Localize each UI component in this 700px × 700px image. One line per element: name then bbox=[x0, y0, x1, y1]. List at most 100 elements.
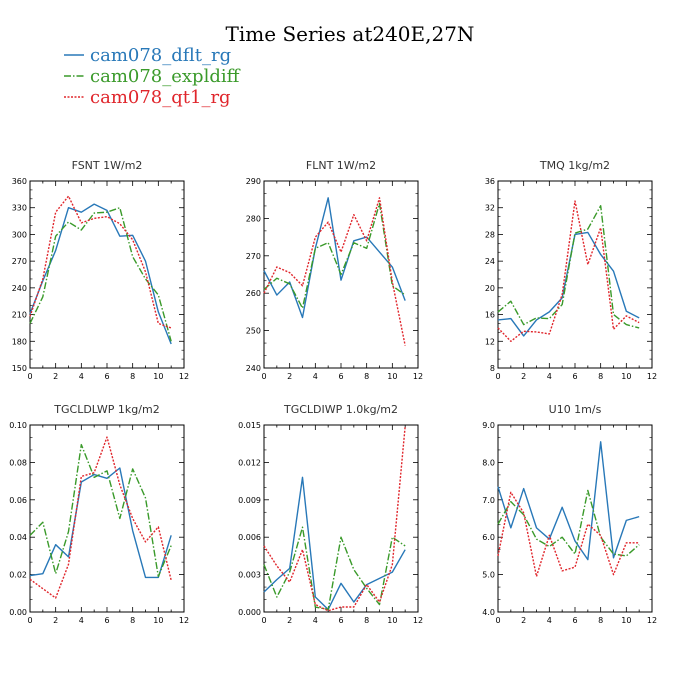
x-tick-label: 2 bbox=[521, 616, 526, 625]
y-tick-label: 260 bbox=[246, 289, 261, 298]
x-tick-label: 2 bbox=[521, 372, 526, 381]
x-tick-label: 4 bbox=[547, 616, 552, 625]
x-tick-label: 4 bbox=[79, 616, 84, 625]
series-line-cam078_qt1_rg bbox=[263, 197, 406, 346]
y-tick-label: 240 bbox=[12, 284, 27, 293]
figure-title: Time Series at240E,27N bbox=[226, 22, 475, 46]
panel-title: U10 1m/s bbox=[549, 403, 602, 416]
y-tick-label: 0.10 bbox=[9, 421, 27, 430]
y-tick-label: 16 bbox=[485, 311, 495, 320]
y-tick-label: 0.06 bbox=[9, 496, 27, 505]
y-tick-label: 0.009 bbox=[238, 496, 261, 505]
panel-4: TGCLDIWP 1.0kg/m2 0 2 4 6 8 10 12 0.000 0.003 0.00… bbox=[238, 403, 423, 625]
x-tick-label: 10 bbox=[153, 616, 163, 625]
y-tick-label: 7.0 bbox=[482, 496, 495, 505]
series-line-cam078_qt1_rg bbox=[497, 491, 640, 578]
y-tick-label: 210 bbox=[12, 311, 27, 320]
legend-label-1: cam078_expldiff bbox=[90, 66, 241, 87]
series-line-cam078_dflt_rg bbox=[497, 441, 640, 561]
x-tick-label: 0 bbox=[495, 616, 500, 625]
y-tick-label: 0.000 bbox=[238, 608, 261, 617]
x-tick-label: 4 bbox=[547, 372, 552, 381]
y-tick-label: 0.006 bbox=[238, 533, 261, 542]
x-tick-label: 6 bbox=[338, 372, 343, 381]
panel-title: FSNT 1W/m2 bbox=[72, 159, 143, 172]
x-tick-label: 2 bbox=[287, 372, 292, 381]
y-tick-label: 240 bbox=[246, 364, 261, 373]
panel-title: TGCLDLWP 1kg/m2 bbox=[53, 403, 159, 416]
x-tick-label: 12 bbox=[179, 616, 189, 625]
x-tick-label: 6 bbox=[338, 616, 343, 625]
x-tick-label: 12 bbox=[647, 372, 657, 381]
y-tick-label: 20 bbox=[485, 284, 495, 293]
legend-label-2: cam078_qt1_rg bbox=[90, 87, 231, 108]
series-line-cam078_expldiff bbox=[497, 205, 640, 329]
y-tick-label: 180 bbox=[12, 337, 27, 346]
y-tick-label: 250 bbox=[246, 327, 261, 336]
x-tick-label: 4 bbox=[313, 616, 318, 625]
x-tick-label: 8 bbox=[598, 372, 603, 381]
y-tick-label: 32 bbox=[485, 204, 495, 213]
y-tick-label: 270 bbox=[12, 257, 27, 266]
x-tick-label: 10 bbox=[387, 616, 397, 625]
y-tick-label: 0.00 bbox=[9, 608, 27, 617]
series-line-cam078_dflt_rg bbox=[29, 203, 172, 345]
y-tick-label: 4.0 bbox=[482, 608, 495, 617]
panel-title: TGCLDIWP 1.0kg/m2 bbox=[283, 403, 398, 416]
legend: cam078_dflt_rg cam078_expldiff cam078_qt… bbox=[64, 45, 241, 108]
series-line-cam078_expldiff bbox=[497, 489, 640, 557]
panel-3: TGCLDLWP 1kg/m2 0 2 4 6 8 10 12 0.00 0.02 0.04 0.06… bbox=[9, 403, 189, 625]
panel-title: TMQ 1kg/m2 bbox=[539, 159, 610, 172]
y-tick-label: 300 bbox=[12, 230, 27, 239]
x-tick-label: 0 bbox=[27, 616, 32, 625]
series-line-cam078_qt1_rg bbox=[497, 200, 640, 342]
y-tick-label: 0.003 bbox=[238, 571, 261, 580]
x-tick-label: 10 bbox=[153, 372, 163, 381]
x-tick-label: 2 bbox=[53, 372, 58, 381]
y-tick-label: 0.015 bbox=[238, 421, 261, 430]
x-tick-label: 8 bbox=[130, 616, 135, 625]
y-tick-label: 0.012 bbox=[238, 458, 261, 467]
panel-0: FSNT 1W/m2 0 2 4 6 8 10 12 150 180 210 240 270 300 330… bbox=[12, 159, 189, 381]
series-line-cam078_expldiff bbox=[263, 526, 406, 611]
x-tick-label: 0 bbox=[261, 616, 266, 625]
x-tick-label: 6 bbox=[104, 372, 109, 381]
x-tick-label: 8 bbox=[130, 372, 135, 381]
x-tick-label: 2 bbox=[287, 616, 292, 625]
y-tick-label: 150 bbox=[12, 364, 27, 373]
panel-1: FLNT 1W/m2 0 2 4 6 8 10 12 240 250 260 270 280 290 bbox=[246, 159, 423, 381]
x-tick-label: 10 bbox=[387, 372, 397, 381]
series-line-cam078_expldiff bbox=[263, 202, 406, 309]
y-tick-label: 8.0 bbox=[482, 458, 495, 467]
y-tick-label: 8 bbox=[490, 364, 495, 373]
x-tick-label: 4 bbox=[313, 372, 318, 381]
x-tick-label: 8 bbox=[364, 372, 369, 381]
series-line-cam078_qt1_rg bbox=[29, 436, 172, 599]
series-line-cam078_qt1_rg bbox=[29, 195, 172, 329]
y-tick-label: 0.08 bbox=[9, 458, 27, 467]
series-line-cam078_dflt_rg bbox=[29, 467, 172, 579]
x-tick-label: 0 bbox=[261, 372, 266, 381]
legend-label-0: cam078_dflt_rg bbox=[90, 45, 231, 66]
series-line-cam078_dflt_rg bbox=[263, 476, 406, 611]
x-tick-label: 12 bbox=[179, 372, 189, 381]
x-tick-label: 6 bbox=[572, 372, 577, 381]
x-tick-label: 0 bbox=[495, 372, 500, 381]
y-tick-label: 9.0 bbox=[482, 421, 495, 430]
y-tick-label: 24 bbox=[485, 257, 495, 266]
y-tick-label: 0.04 bbox=[9, 533, 27, 542]
x-tick-label: 4 bbox=[79, 372, 84, 381]
y-tick-label: 28 bbox=[485, 230, 495, 239]
x-tick-label: 10 bbox=[621, 372, 631, 381]
x-tick-label: 2 bbox=[53, 616, 58, 625]
x-tick-label: 0 bbox=[27, 372, 32, 381]
y-tick-label: 0.02 bbox=[9, 571, 27, 580]
x-tick-label: 10 bbox=[621, 616, 631, 625]
panel-5: U10 1m/s 0 2 4 6 8 10 12 4.0 5.0 6.0 7.0 8.0 9.0 bbox=[482, 403, 657, 625]
y-tick-label: 6.0 bbox=[482, 533, 495, 542]
x-tick-label: 8 bbox=[364, 616, 369, 625]
series-line-cam078_dflt_rg bbox=[263, 197, 406, 319]
